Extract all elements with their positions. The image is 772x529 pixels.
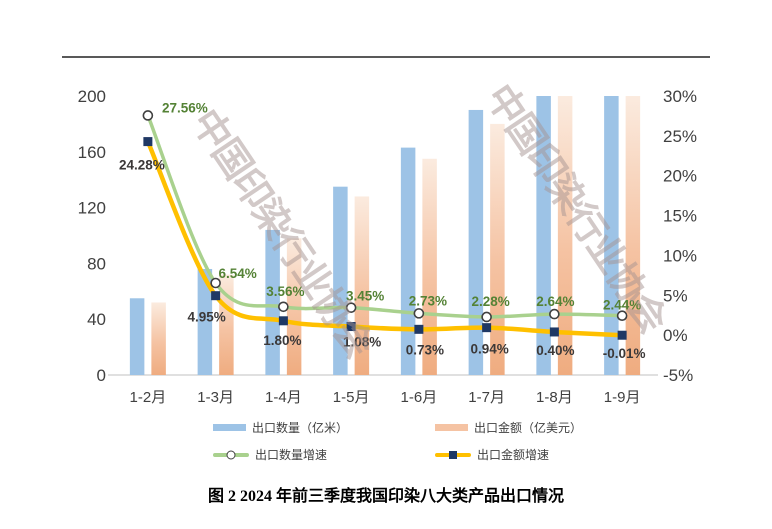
x-axis-label: 1-7月: [468, 389, 505, 406]
legend-line-swatch-value-growth: [435, 450, 471, 459]
y-axis-tick-label-right: 10%: [663, 246, 697, 265]
bar-export-quantity: [604, 96, 619, 375]
square-marker-icon: [143, 137, 153, 147]
data-label-quantity-growth: 2.64%: [536, 294, 574, 309]
x-axis-label: 1-8月: [536, 389, 573, 406]
divider-line: [62, 56, 710, 58]
y-axis-tick-label-left: 40: [87, 310, 106, 329]
bar-export-quantity: [129, 298, 145, 375]
x-axis-label: 1-4月: [265, 389, 302, 406]
data-label-value-growth: 4.95%: [187, 310, 225, 325]
chart-legend: 出口数量（亿米） 出口金额（亿美元） 出口数量增速 出口金额增速: [213, 419, 582, 463]
data-label-quantity-growth: 6.54%: [218, 266, 256, 281]
y-axis-tick-label-left: 200: [78, 87, 106, 106]
circle-marker-icon: [210, 277, 221, 289]
legend-label-quantity-growth: 出口数量增速: [255, 448, 328, 462]
x-axis-label: 1-2月: [130, 389, 167, 406]
square-marker-icon: [278, 316, 288, 326]
data-label-quantity-growth: 3.45%: [346, 289, 384, 304]
legend-label-export-quantity: 出口数量（亿米）: [252, 421, 349, 435]
bar-export-quantity: [400, 147, 416, 375]
bar-export-quantity: [197, 268, 213, 375]
square-marker-icon: [617, 330, 627, 340]
data-label-value-growth: 1.80%: [263, 333, 301, 348]
circle-marker-icon: [226, 450, 236, 459]
data-label-value-growth: 0.40%: [536, 343, 574, 358]
bar-export-value: [557, 96, 573, 375]
bar-export-quantity: [536, 96, 551, 375]
x-axis-label: 1-3月: [197, 389, 234, 406]
circle-marker-icon: [345, 302, 357, 313]
bar-export-value: [490, 123, 505, 376]
y-axis-tick-label-right: 5%: [663, 286, 688, 305]
y-axis-tick-label-right: 25%: [663, 127, 697, 146]
legend-item-export-value: 出口金额（亿美元）: [435, 419, 582, 436]
y-axis-tick-label-right: 15%: [663, 207, 697, 226]
legend-bar-swatch-quantity: [213, 424, 246, 431]
data-label-value-growth: 0.73%: [406, 342, 444, 357]
square-marker-icon: [414, 324, 424, 334]
legend-item-quantity-growth: 出口数量增速: [213, 446, 435, 463]
legend-label-value-growth: 出口金额增速: [477, 448, 550, 462]
bar-export-value: [354, 196, 370, 375]
bar-export-value: [422, 158, 437, 375]
y-axis-tick-label-left: 0: [97, 366, 106, 385]
legend-item-export-quantity: 出口数量（亿米）: [213, 419, 435, 436]
bar-export-quantity: [468, 109, 484, 375]
data-label-quantity-growth: 2.28%: [471, 294, 509, 309]
data-label-quantity-growth: 27.56%: [162, 100, 208, 115]
square-marker-icon: [211, 291, 221, 301]
legend-item-value-growth: 出口金额增速: [435, 446, 582, 463]
y-axis-tick-label-left: 80: [87, 254, 106, 273]
data-label-value-growth: 24.28%: [119, 158, 165, 173]
bar-export-quantity: [265, 229, 280, 375]
bar-export-value: [625, 96, 641, 375]
y-axis-tick-label-left: 160: [78, 143, 106, 162]
data-label-value-growth: 1.08%: [343, 335, 381, 350]
legend-bar-swatch-value: [435, 424, 468, 431]
data-label-quantity-growth: 3.56%: [266, 284, 304, 299]
y-axis-tick-label-left: 120: [78, 199, 106, 218]
x-axis-label: 1-5月: [333, 389, 370, 406]
bar-export-value: [151, 302, 166, 375]
legend-label-export-value: 出口金额（亿美元）: [474, 421, 583, 435]
circle-marker-icon: [616, 310, 628, 321]
circle-marker-icon: [549, 308, 560, 320]
line-value-growth: [145, 139, 625, 338]
data-label-quantity-growth: 2.73%: [409, 293, 447, 308]
line-quantity-growth: [146, 113, 624, 319]
data-label-value-growth: -0.01%: [603, 346, 646, 361]
x-axis-label: 1-9月: [604, 389, 641, 406]
circle-marker-icon: [413, 308, 425, 319]
square-marker-icon: [346, 322, 356, 332]
y-axis-tick-label-right: 30%: [663, 87, 697, 106]
y-axis-tick-label-right: -5%: [663, 366, 693, 385]
data-label-value-growth: 0.94%: [470, 342, 508, 357]
square-marker-icon: [549, 327, 559, 337]
data-label-quantity-growth: 2.44%: [603, 298, 641, 313]
square-marker-icon: [449, 450, 457, 459]
circle-marker-icon: [278, 301, 289, 313]
y-axis-tick-label-right: 20%: [663, 167, 697, 186]
square-marker-icon: [482, 323, 492, 333]
circle-marker-icon: [142, 110, 154, 121]
circle-marker-icon: [481, 311, 492, 323]
legend-line-swatch-quantity-growth: [213, 450, 249, 459]
x-axis-label: 1-6月: [401, 389, 438, 406]
y-axis-tick-label-right: 0%: [663, 326, 688, 345]
chart-title: 图 2 2024 年前三季度我国印染八大类产品出口情况: [207, 488, 564, 505]
